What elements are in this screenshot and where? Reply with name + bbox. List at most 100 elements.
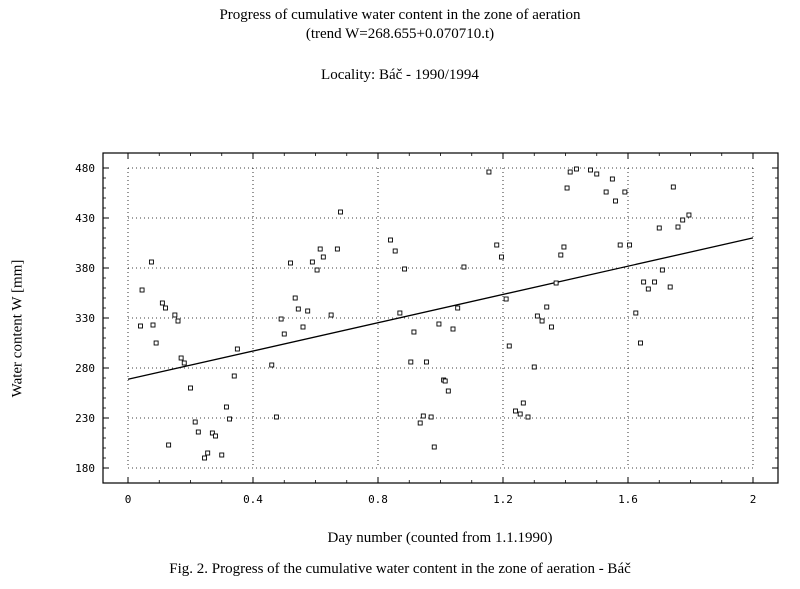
data-point [558, 252, 564, 258]
y-tick-label: 380 [75, 262, 95, 275]
chart-locality: Locality: Báč - 1990/1994 [321, 67, 479, 83]
data-point [411, 329, 417, 335]
data-point [202, 455, 208, 461]
data-point [420, 413, 426, 419]
data-point [397, 310, 403, 316]
data-point [567, 169, 573, 175]
y-tick-label: 480 [75, 162, 95, 175]
data-point [494, 242, 500, 248]
data-point [338, 209, 343, 215]
data-point [388, 237, 393, 243]
data-point [139, 287, 145, 293]
data-point [622, 189, 628, 195]
data-point [175, 318, 181, 324]
data-point [213, 433, 218, 439]
data-point [498, 254, 504, 260]
data-point [402, 266, 408, 272]
y-tick-label: 230 [75, 412, 95, 425]
chart-subtitle: (trend W=268.655+0.070710.t) [305, 26, 495, 42]
data-point [513, 408, 518, 414]
data-point [172, 312, 178, 318]
data-point [520, 400, 526, 406]
data-point [525, 414, 531, 420]
data-point [195, 429, 201, 435]
data-point [445, 388, 451, 394]
data-point [544, 304, 550, 310]
data-point [300, 324, 306, 330]
x-tick-label: 1.6 [618, 493, 638, 506]
data-point [641, 279, 647, 285]
data-point [423, 359, 429, 365]
data-point [534, 313, 540, 319]
x-tick-label: 2 [750, 493, 757, 506]
data-point [667, 284, 673, 290]
data-point [317, 246, 323, 252]
data-point [320, 254, 326, 260]
y-tick-label: 330 [75, 312, 95, 325]
x-tick-label: 0.8 [368, 493, 388, 506]
data-point [675, 224, 681, 230]
y-tick-label: 180 [75, 462, 95, 475]
data-point [192, 419, 198, 425]
data-point [334, 246, 340, 252]
data-point [269, 362, 275, 368]
data-point [659, 267, 665, 273]
data-point [288, 260, 293, 266]
data-point [573, 166, 579, 172]
data-point [428, 414, 434, 420]
data-point [561, 244, 567, 250]
data-point [450, 326, 456, 332]
data-point [680, 217, 686, 223]
data-point [652, 279, 658, 285]
figure-caption: Fig. 2. Progress of the cumulative water… [169, 561, 631, 577]
data-point [153, 340, 159, 346]
data-point [442, 378, 448, 384]
data-point [188, 385, 193, 391]
data-point [273, 414, 279, 420]
data-point [234, 346, 240, 352]
data-point [392, 248, 398, 254]
data-point [281, 331, 287, 337]
x-tick-label: 0.4 [243, 493, 263, 506]
data-point [506, 343, 512, 349]
data-point [314, 267, 320, 273]
data-point [633, 310, 639, 316]
data-point [159, 300, 165, 306]
data-point [181, 360, 187, 366]
data-point [309, 259, 315, 265]
data-point [617, 242, 623, 248]
data-point [223, 404, 229, 410]
data-point [205, 450, 211, 456]
data-point [553, 280, 559, 286]
data-point [670, 184, 676, 190]
x-axis-label: Day number (counted from 1.1.1990) [327, 530, 553, 546]
data-point [417, 420, 423, 426]
data-point [531, 364, 537, 370]
data-point [178, 355, 184, 361]
data-point [138, 323, 143, 329]
data-point [503, 296, 509, 302]
x-tick-label: 0 [125, 493, 132, 506]
y-tick-label: 430 [75, 212, 95, 225]
data-point [517, 411, 523, 417]
data-point [163, 305, 168, 311]
data-point [148, 259, 154, 265]
data-point [564, 185, 570, 191]
data-point [638, 340, 643, 346]
data-point [295, 306, 301, 312]
data-point [461, 264, 467, 270]
y-axis-label: Water content W [mm] [9, 259, 26, 398]
data-point [686, 212, 692, 218]
data-point [231, 373, 237, 379]
data-point [292, 295, 298, 301]
data-point [166, 442, 172, 448]
data-point [328, 312, 334, 318]
data-point [656, 225, 662, 231]
data-point [305, 308, 311, 314]
y-tick-label: 280 [75, 362, 95, 375]
data-point [209, 430, 215, 436]
data-point [548, 324, 554, 330]
data-point [150, 322, 156, 328]
chart-title: Progress of cumulative water content in … [219, 7, 581, 23]
